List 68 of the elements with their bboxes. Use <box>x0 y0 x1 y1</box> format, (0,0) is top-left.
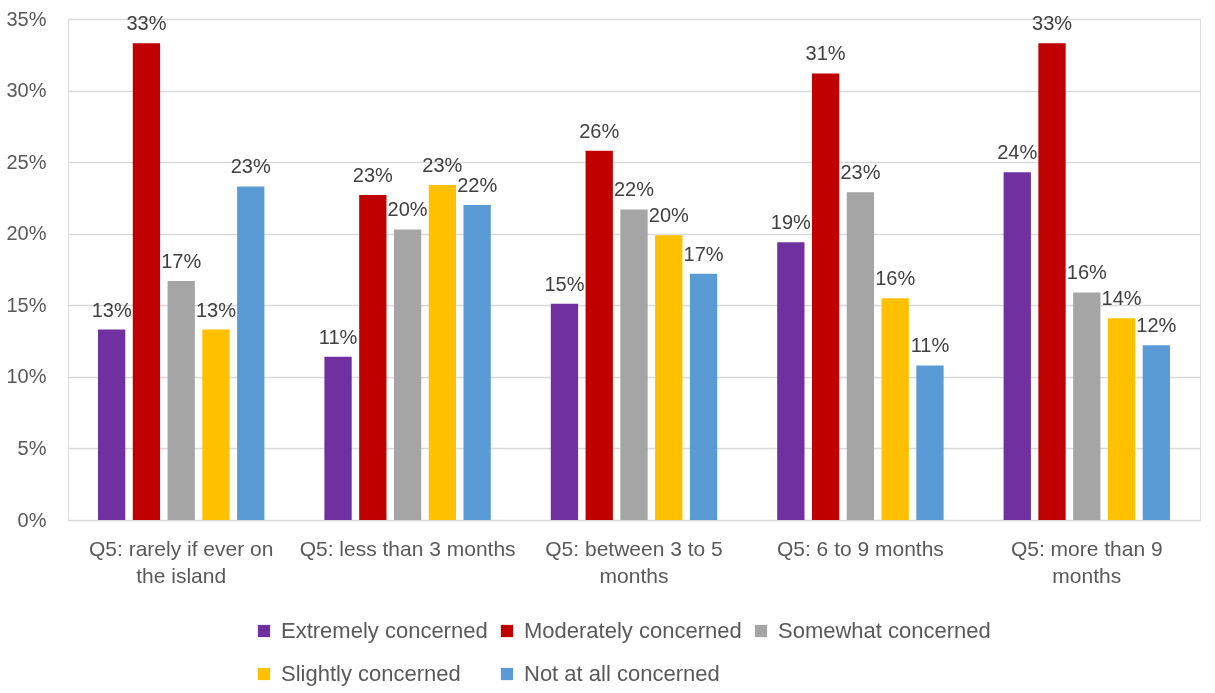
bar <box>359 195 387 520</box>
bar <box>324 356 352 520</box>
data-label: 14% <box>1101 287 1142 310</box>
bar <box>846 192 875 520</box>
bar <box>585 150 613 520</box>
data-label: 22% <box>457 174 498 197</box>
data-label: 23% <box>422 154 463 177</box>
y-tick-label: 20% <box>6 222 47 245</box>
bar <box>393 229 422 520</box>
bar <box>98 329 126 520</box>
legend-label: Extremely concerned <box>281 618 488 643</box>
data-label: 11% <box>318 325 358 348</box>
data-label: 23% <box>352 164 394 187</box>
y-tick-label: 25% <box>6 150 47 173</box>
data-label: 16% <box>1066 261 1108 284</box>
bar <box>777 242 805 520</box>
bar <box>1107 318 1136 520</box>
data-label: 12% <box>1136 314 1177 337</box>
bar <box>655 235 683 520</box>
x-tick-label: Q5: more than 9 months <box>1010 536 1163 587</box>
bar <box>881 298 909 520</box>
bar <box>916 365 944 520</box>
bar <box>132 43 161 520</box>
legend-label: Moderately concerned <box>524 618 742 643</box>
bar <box>1003 172 1031 520</box>
bar <box>1073 292 1101 520</box>
x-tick-label: Q5: less than 3 months <box>299 536 516 560</box>
y-tick-label: 5% <box>17 436 47 459</box>
bar <box>620 209 648 520</box>
y-tick-label: 30% <box>6 79 47 102</box>
y-tick-label: 0% <box>17 508 47 531</box>
bar <box>689 273 718 520</box>
data-label: 16% <box>875 267 916 290</box>
data-label: 17% <box>683 242 724 265</box>
data-label: 19% <box>770 211 812 234</box>
data-label: 13% <box>195 298 237 321</box>
bar <box>428 185 457 520</box>
data-label: 24% <box>997 141 1038 164</box>
bar <box>550 303 579 520</box>
data-label: 23% <box>840 161 881 184</box>
y-tick-label: 15% <box>6 293 47 316</box>
legend-label: Somewhat concerned <box>778 618 991 643</box>
bar <box>1038 43 1066 520</box>
y-tick-label: 35% <box>6 7 47 30</box>
bar <box>811 73 840 520</box>
data-label: 23% <box>230 155 271 178</box>
data-label: 17% <box>161 249 202 272</box>
data-label: 33% <box>1032 12 1073 35</box>
y-tick-label: 10% <box>6 365 47 388</box>
bar <box>1142 345 1170 520</box>
data-label: 13% <box>91 298 132 321</box>
data-label: 22% <box>613 178 655 201</box>
bar <box>202 329 230 520</box>
x-tick-label: Q5: rarely if ever on the island <box>89 536 274 587</box>
bar <box>167 280 195 520</box>
data-label: 31% <box>805 42 846 65</box>
legend-label: Not at all concerned <box>524 661 720 686</box>
data-label: 20% <box>648 204 690 227</box>
data-label: 33% <box>126 12 167 35</box>
x-tick-label: Q5: between 3 to 5 months <box>545 536 723 587</box>
data-label: 11% <box>910 334 950 357</box>
x-tick-label: Q5: 6 to 9 months <box>776 536 944 560</box>
bar <box>463 205 491 520</box>
data-label: 20% <box>387 198 428 221</box>
legend-label: Slightly concerned <box>281 661 461 686</box>
data-label: 26% <box>579 119 620 142</box>
bar <box>237 186 265 520</box>
data-label: 15% <box>544 272 585 295</box>
